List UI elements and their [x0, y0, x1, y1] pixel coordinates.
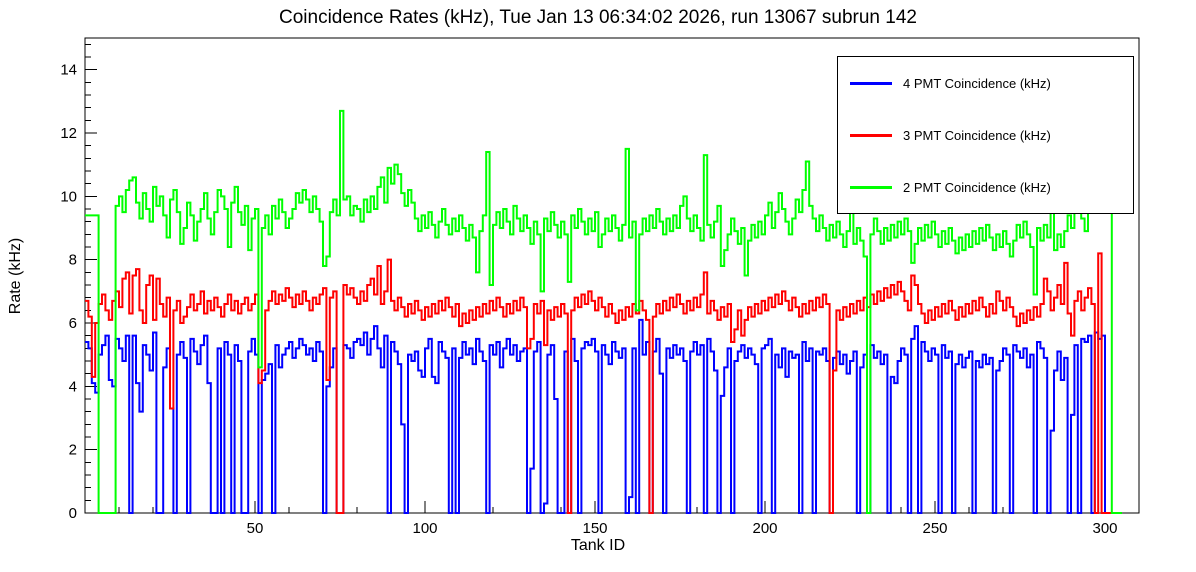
series-path-0 — [85, 318, 1122, 514]
legend-line-sample — [850, 185, 892, 189]
legend: 4 PMT Coincidence (kHz) 3 PMT Coincidence… — [837, 56, 1134, 214]
x-tick-label: 50 — [247, 520, 264, 537]
chart-title: Coincidence Rates (kHz), Tue Jan 13 06:3… — [279, 7, 917, 28]
legend-line-sample — [850, 133, 892, 137]
x-tick-label: 200 — [752, 520, 777, 537]
y-tick-label: 0 — [69, 505, 77, 522]
series-path-1 — [85, 252, 1122, 514]
x-axis-label: Tank ID — [570, 537, 626, 554]
y-tick-label: 14 — [60, 62, 77, 79]
x-tick-label: 300 — [1092, 520, 1117, 537]
y-tick-label: 10 — [60, 188, 77, 205]
legend-entry-1: 3 PMT Coincidence (kHz) — [838, 128, 1133, 143]
series-path-2 — [85, 97, 1122, 514]
plot-frame — [84, 37, 1140, 514]
x-tick-label: 100 — [412, 520, 437, 537]
legend-entry-0: 4 PMT Coincidence (kHz) — [838, 76, 1133, 91]
y-tick-label: 4 — [69, 378, 77, 395]
y-tick-label: 2 — [69, 442, 77, 459]
y-tick-label: 8 — [69, 252, 77, 269]
y-tick-label: 12 — [60, 125, 77, 142]
legend-label: 3 PMT Coincidence (kHz) — [903, 127, 1051, 143]
y-tick-label: 6 — [69, 315, 77, 332]
legend-label: 2 PMT Coincidence (kHz) — [903, 179, 1051, 195]
x-tick-label: 250 — [922, 520, 947, 537]
x-tick-label: 150 — [582, 520, 607, 537]
legend-entry-2: 2 PMT Coincidence (kHz) — [838, 180, 1133, 195]
legend-label: 4 PMT Coincidence (kHz) — [903, 75, 1051, 91]
y-axis-label: Rate (kHz) — [7, 237, 24, 315]
legend-line-sample — [850, 81, 892, 85]
